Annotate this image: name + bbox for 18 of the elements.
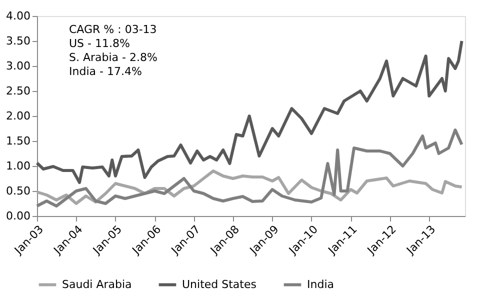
- legend-label: India: [307, 278, 334, 291]
- y-tick-label: 1.50: [6, 134, 30, 148]
- line-series: [36, 40, 464, 184]
- annotation: US - 11.8%: [69, 37, 130, 50]
- legend-label: Saudi Arabia: [62, 278, 132, 291]
- y-tick-label: 0.00: [6, 210, 30, 222]
- annotation: CAGR % : 03-13: [69, 23, 157, 36]
- line-series: [36, 170, 464, 205]
- y-tick-label: 2.50: [6, 84, 30, 98]
- y-tick-label: 2.00: [6, 110, 30, 122]
- annotation: S. Arabia - 2.8%: [69, 51, 158, 64]
- y-tick-label: 1.00: [6, 160, 30, 172]
- y-tick-label: 3.00: [6, 60, 30, 72]
- legend-label: United States: [182, 278, 257, 291]
- y-tick-label: 0.50: [6, 184, 30, 198]
- y-tick-label: 3.50: [6, 34, 30, 48]
- y-tick-label: 4.00: [6, 10, 30, 22]
- annotation: India - 17.4%: [69, 65, 142, 78]
